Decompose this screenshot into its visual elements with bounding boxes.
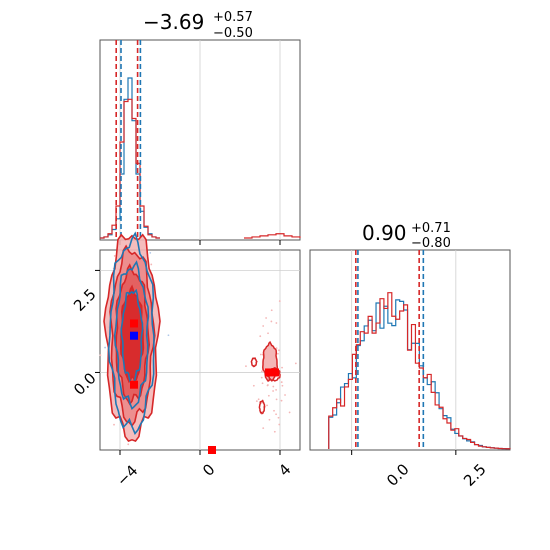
y-tick-label-0.0: 0.0 bbox=[70, 369, 100, 399]
scatter-point bbox=[278, 423, 281, 426]
scatter-point bbox=[273, 430, 276, 433]
truth-marker-2 bbox=[130, 380, 138, 389]
scatter-point bbox=[275, 398, 278, 401]
scatter-point bbox=[272, 390, 275, 392]
scatter-point bbox=[281, 384, 284, 387]
scatter-point bbox=[278, 349, 280, 352]
scatter-point bbox=[104, 346, 106, 349]
scatter-point bbox=[267, 394, 270, 397]
scatter-point bbox=[277, 416, 280, 419]
histogram-panel-bottom-right bbox=[309, 249, 511, 455]
x-tick-label-4: 4 bbox=[275, 460, 294, 479]
scatter-point bbox=[259, 353, 262, 356]
scatter-point bbox=[99, 354, 102, 357]
scatter-point bbox=[113, 255, 116, 257]
scatter-point bbox=[275, 388, 277, 391]
scatter-point bbox=[278, 300, 281, 302]
scatter-point bbox=[280, 399, 283, 402]
density-contour-5 bbox=[113, 260, 150, 410]
scatter-point bbox=[260, 402, 263, 404]
density-contour-4 bbox=[107, 231, 155, 436]
scatter-point bbox=[266, 404, 268, 407]
contour-panel-bottom-left bbox=[95, 231, 301, 455]
x-tick-label-right-0.0: 0.0 bbox=[383, 460, 413, 490]
scatter-point bbox=[262, 325, 265, 327]
small-contour-2 bbox=[258, 399, 266, 415]
truth-marker-4 bbox=[265, 368, 279, 377]
truth-marker-1 bbox=[130, 331, 138, 340]
scatter-point bbox=[294, 362, 297, 365]
density-contour-6 bbox=[120, 288, 144, 384]
scatter-point bbox=[268, 418, 271, 421]
scatter-point bbox=[150, 263, 153, 266]
scatter-point bbox=[288, 411, 291, 414]
scatter-point bbox=[262, 427, 265, 429]
scatter-point bbox=[284, 394, 286, 396]
hist-series-1 bbox=[100, 98, 160, 239]
title-bottom-right: 0.90 +0.71 −0.80 bbox=[362, 221, 451, 251]
scatter-point bbox=[255, 400, 258, 403]
scatter-point bbox=[277, 352, 279, 355]
scatter-point bbox=[272, 385, 275, 388]
scatter-point bbox=[280, 381, 283, 384]
scatter-point bbox=[267, 332, 269, 335]
scatter-point bbox=[261, 382, 264, 385]
scatter-point bbox=[275, 413, 277, 416]
scatter-point bbox=[113, 423, 115, 426]
title-sub-top: −0.50 bbox=[213, 26, 253, 41]
scatter-point bbox=[252, 384, 255, 387]
title-value-right: 0.90 bbox=[362, 221, 407, 245]
scatter-point bbox=[275, 322, 278, 324]
scatter-point bbox=[167, 334, 170, 337]
hist-series-2 bbox=[244, 233, 301, 239]
title-sub-right: −0.80 bbox=[411, 236, 451, 251]
truth-marker-3 bbox=[208, 446, 216, 454]
scatter-point bbox=[270, 320, 273, 323]
title-value-top: −3.69 bbox=[143, 10, 204, 34]
hist-series-0 bbox=[100, 77, 160, 239]
x-tick-label-neg4: −4 bbox=[113, 461, 141, 489]
scatter-point bbox=[245, 365, 247, 368]
scatter-point bbox=[259, 335, 262, 338]
scatter-point bbox=[275, 347, 278, 350]
scatter-point bbox=[257, 398, 260, 401]
title-sup-top: +0.57 bbox=[213, 10, 253, 25]
title-top-left: −3.69 +0.57 −0.50 bbox=[143, 10, 253, 41]
title-sup-right: +0.71 bbox=[411, 221, 451, 236]
scatter-point bbox=[273, 409, 275, 412]
scatter-point bbox=[260, 370, 263, 373]
y-tick-label-2.5: 2.5 bbox=[70, 285, 100, 315]
scatter-point bbox=[127, 443, 130, 446]
scatter-point bbox=[267, 384, 269, 386]
x-tick-label-right-2.5: 2.5 bbox=[460, 460, 490, 490]
scatter-point bbox=[149, 252, 152, 254]
small-contour-3 bbox=[250, 357, 258, 368]
x-tick-label-0: 0 bbox=[199, 460, 218, 479]
scatter-point bbox=[270, 309, 273, 312]
scatter-point bbox=[260, 376, 263, 379]
scatter-point bbox=[265, 317, 267, 319]
scatter-point bbox=[281, 366, 283, 369]
histogram-panel-top-left bbox=[99, 39, 301, 245]
truth-marker-0 bbox=[130, 319, 138, 328]
